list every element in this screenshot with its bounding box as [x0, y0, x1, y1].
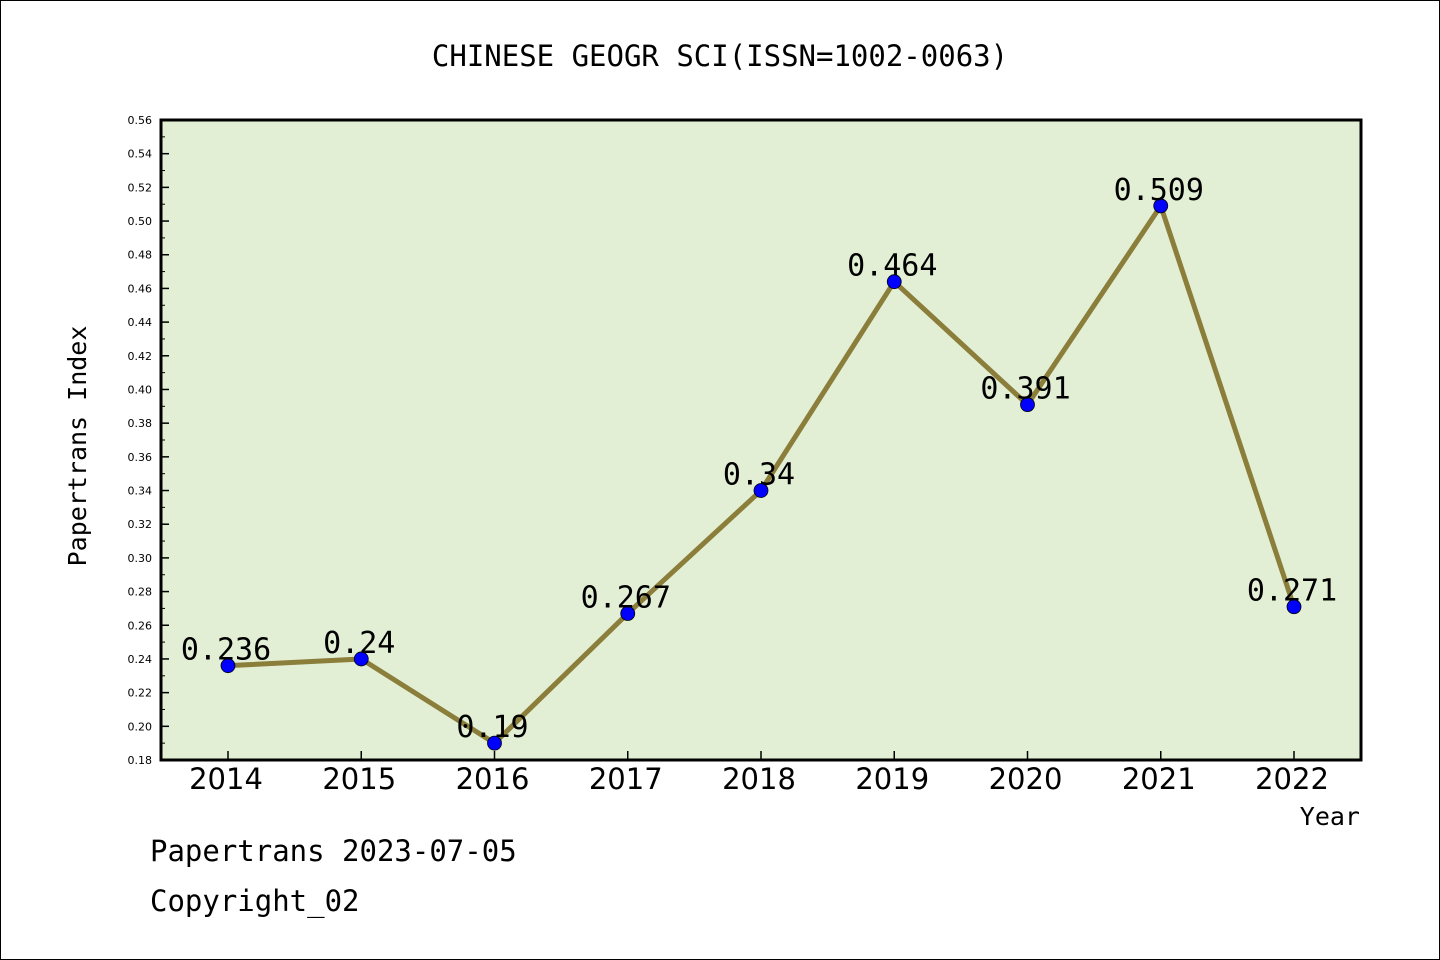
x-tick-label: 2021 [1122, 762, 1196, 796]
data-point [1286, 599, 1302, 615]
y-tick-label: 0.24 [128, 653, 153, 666]
copyright-text: Copyright_02 [150, 884, 360, 918]
x-tick-label: 2014 [189, 762, 263, 796]
y-tick-label: 0.48 [128, 249, 153, 262]
x-tick-label: 2020 [989, 762, 1063, 796]
data-label: 0.24 [323, 626, 395, 661]
y-tick-label: 0.28 [128, 586, 153, 599]
y-tick-label: 0.46 [128, 282, 153, 295]
data-point [220, 658, 236, 674]
data-label: 0.267 [581, 580, 671, 615]
data-points [220, 198, 1302, 751]
y-tick-label: 0.22 [128, 687, 153, 700]
data-label: 0.509 [1114, 173, 1204, 208]
y-tick-label: 0.34 [128, 485, 153, 498]
y-tick-label: 0.38 [128, 417, 153, 430]
data-label: 0.271 [1247, 574, 1337, 609]
y-tick-label: 0.30 [128, 552, 153, 565]
data-point [753, 483, 769, 498]
y-tick-label: 0.56 [128, 114, 153, 127]
y-tick-label: 0.26 [128, 619, 153, 632]
data-point [886, 274, 902, 290]
y-tick-label: 0.52 [128, 181, 153, 194]
data-labels: 0.236 0.24 0.19 0.267 0.34 0.464 0.391 0.509 0.2… [181, 173, 1337, 745]
y-tick-label: 0.42 [128, 350, 153, 363]
y-tick-label: 0.36 [128, 451, 153, 464]
data-point [620, 606, 636, 621]
x-tick-label: 2016 [456, 762, 530, 796]
chart-title: CHINESE GEOGR SCI(ISSN=1002-0063) [432, 39, 1008, 73]
y-tick-label: 0.40 [128, 383, 153, 396]
data-label: 0.19 [456, 710, 528, 745]
y-tick-label: 0.32 [128, 518, 153, 531]
data-label: 0.391 [980, 372, 1070, 407]
source-date-text: Papertrans 2023-07-05 [150, 834, 517, 868]
y-tick-label: 0.18 [128, 754, 153, 767]
y-axis-label: Papertrans Index [63, 326, 92, 567]
x-axis: 2014 2015 2016 2017 2018 2019 2020 2021 2022 [189, 751, 1329, 796]
y-tick-label: 0.44 [128, 316, 153, 329]
y-tick-label: 0.20 [128, 720, 153, 733]
y-axis: 0.18 0.20 0.22 0.24 0.26 0.28 0.30 0.32 0.34 0.36… [128, 114, 169, 767]
y-tick-label: 0.50 [128, 215, 153, 228]
x-axis-label: Year [1300, 802, 1360, 831]
data-point [1153, 198, 1169, 214]
plot-area [159, 118, 1363, 762]
x-tick-label: 2022 [1255, 762, 1329, 796]
data-label: 0.236 [181, 633, 271, 668]
x-tick-label: 2015 [322, 762, 396, 796]
data-label: 0.34 [723, 458, 795, 493]
data-point [1020, 397, 1035, 413]
x-tick-label: 2018 [722, 762, 796, 796]
data-point [487, 735, 502, 751]
x-tick-label: 2019 [855, 762, 929, 796]
x-tick-label: 2017 [589, 762, 663, 796]
y-tick-label: 0.54 [128, 148, 153, 161]
data-label: 0.464 [847, 249, 937, 284]
data-point [353, 651, 369, 667]
